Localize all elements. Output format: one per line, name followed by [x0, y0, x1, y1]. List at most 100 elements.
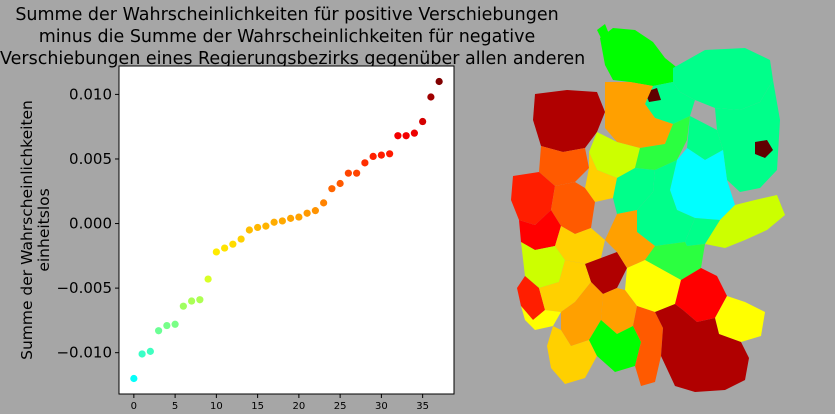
x-tick-label: 20 — [293, 401, 306, 412]
data-point — [196, 296, 204, 304]
plot-area — [118, 65, 455, 395]
map-region-hannover — [589, 132, 640, 178]
data-point — [138, 350, 146, 358]
map-region-arnsberg — [551, 182, 595, 234]
data-point — [262, 222, 270, 230]
map-region-sachsen-anhalt — [670, 148, 735, 220]
y-axis-label-line-2: einheitslos — [35, 188, 53, 271]
data-point — [386, 150, 394, 158]
x-tick-label: 25 — [334, 401, 347, 412]
data-point — [320, 199, 328, 207]
data-point — [229, 240, 237, 248]
y-tick-label: 0.000 — [69, 215, 112, 233]
map-region-giessen — [555, 226, 605, 264]
y-axis: 0.010 0.005 0.000 −0.005 −0.010 — [56, 85, 119, 362]
x-axis: 0 5 10 15 20 25 30 35 — [131, 394, 429, 412]
map-region-magdeburg — [687, 116, 723, 160]
map-region-chemnitz — [685, 218, 720, 246]
map-region-weser-ems — [533, 90, 605, 152]
map-region-sachsen — [705, 195, 785, 248]
x-tick-label: 5 — [172, 401, 178, 412]
data-point — [344, 169, 352, 177]
data-point — [270, 218, 278, 226]
y-tick-label: −0.005 — [56, 279, 112, 297]
data-point — [254, 223, 262, 232]
map-region-koblenz — [521, 242, 565, 288]
data-point — [287, 214, 295, 222]
map-region-detmold — [585, 152, 617, 202]
y-tick-label: 0.005 — [69, 150, 112, 168]
data-points — [130, 77, 443, 383]
data-point — [212, 248, 220, 256]
map-region-oberfranken — [645, 242, 705, 280]
data-point — [427, 93, 435, 101]
chart-title-line-1: Summe der Wahrscheinlichkeiten für posit… — [15, 5, 559, 25]
map-region-stuttgart — [601, 288, 637, 334]
chart-title-line-2: minus die Summe der Wahrscheinlichkeiten… — [38, 27, 536, 47]
germany-district-map — [511, 24, 785, 392]
map-region-lueneburg — [605, 82, 673, 148]
data-point — [146, 347, 154, 355]
map-region-karlsruhe — [561, 282, 603, 346]
map-region-koeln — [519, 210, 561, 250]
data-point — [336, 179, 344, 188]
scatter-chart: 0.010 0.005 0.000 −0.005 −0.010 0 5 10 15 20 25 30… — [18, 65, 455, 412]
data-point — [435, 77, 443, 86]
data-point — [303, 209, 311, 217]
map-region-tuebingen — [589, 320, 641, 372]
map-region-duesseldorf — [511, 172, 555, 225]
x-tick-label: 0 — [131, 401, 137, 412]
y-axis-label-line-1: Summe der Wahrscheinlichkeiten — [18, 100, 36, 360]
x-tick-label: 30 — [375, 401, 388, 412]
map-region-schleswig — [600, 28, 680, 86]
map-region-mecklenburg — [673, 48, 773, 110]
data-point — [328, 185, 336, 193]
map-region-braunschweig — [635, 116, 690, 170]
data-point — [204, 275, 212, 283]
data-point — [155, 327, 163, 335]
map-region-muenster — [539, 146, 589, 186]
data-point — [188, 297, 196, 305]
data-point — [295, 213, 303, 221]
data-point — [221, 244, 229, 252]
map-region-oberpfalz — [675, 268, 727, 322]
map-region-islands — [597, 24, 609, 42]
y-tick-label: 0.010 — [69, 85, 112, 103]
map-region-thueringen — [637, 160, 695, 246]
data-point — [179, 302, 187, 310]
data-point — [361, 159, 369, 167]
x-tick-label: 15 — [251, 401, 264, 412]
data-point — [410, 129, 418, 137]
map-region-kassel — [613, 168, 655, 214]
data-point — [237, 235, 245, 243]
data-point — [278, 217, 286, 225]
map-region-mittelfranken — [625, 260, 681, 312]
data-point — [311, 207, 319, 215]
map-region-trier — [517, 276, 545, 320]
map-region-berlin — [755, 140, 773, 158]
map-region-oberbayern — [655, 304, 749, 392]
data-point — [394, 132, 402, 140]
map-region-niederbayern — [715, 296, 765, 342]
map-region-saarland — [521, 306, 561, 330]
x-tick-label: 35 — [416, 401, 429, 412]
data-point — [171, 320, 179, 328]
data-point — [419, 117, 427, 126]
data-point — [377, 151, 385, 159]
map-region-schwaben — [633, 306, 663, 386]
data-point — [402, 132, 410, 140]
data-point — [353, 169, 361, 177]
data-point — [130, 374, 138, 383]
chart-title: Summe der Wahrscheinlichkeiten für posit… — [0, 4, 586, 70]
y-tick-label: −0.010 — [56, 344, 112, 362]
map-region-freiburg — [547, 326, 597, 384]
chart-title-line-3: Verschiebungen eines Regierungsbezirks g… — [0, 49, 586, 69]
map-region-rheinhessen — [539, 260, 591, 312]
map-region-unterfranken — [605, 210, 655, 268]
data-point — [245, 226, 253, 234]
data-point — [163, 321, 171, 330]
data-point — [369, 152, 377, 160]
map-region-brandenburg — [715, 80, 780, 192]
x-tick-label: 10 — [210, 401, 223, 412]
map-region-darmstadt — [585, 252, 627, 294]
